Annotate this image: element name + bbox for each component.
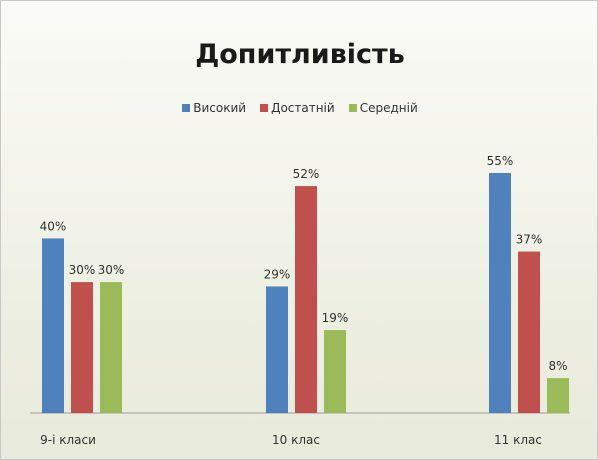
data-label-0-2: 55%: [487, 154, 514, 168]
x-tick-label-0: 9-і класи: [40, 433, 96, 447]
data-label-1-0: 30%: [69, 263, 96, 277]
bar-1-2: [518, 251, 540, 413]
data-label-1-2: 37%: [516, 233, 543, 247]
x-tick-label-2: 11 клас: [494, 433, 542, 447]
data-label-0-0: 40%: [40, 219, 67, 233]
legend: Високий Достатній Середній: [1, 101, 598, 115]
legend-label-0: Високий: [193, 101, 247, 115]
legend-item-0: Високий: [182, 101, 246, 115]
legend-swatch-1: [260, 104, 269, 112]
bar-2-1: [324, 330, 346, 413]
bar-1-1: [295, 186, 317, 413]
bar-0-1: [266, 286, 288, 413]
legend-item-1: Достатній: [260, 101, 335, 115]
legend-swatch-0: [182, 104, 191, 112]
bar-0-2: [489, 173, 511, 413]
legend-label-1: Достатній: [271, 101, 335, 115]
bar-0-0: [42, 238, 64, 413]
legend-label-2: Середній: [359, 101, 418, 115]
x-tick-label-1: 10 клас: [272, 433, 320, 447]
legend-item-2: Середній: [348, 101, 418, 115]
data-label-2-1: 19%: [322, 311, 349, 325]
data-label-1-1: 52%: [293, 167, 320, 181]
bar-1-0: [71, 282, 93, 413]
legend-swatch-2: [348, 104, 357, 112]
data-label-2-0: 30%: [98, 263, 125, 277]
chart-title: Допитливість: [195, 39, 405, 70]
data-label-0-1: 29%: [264, 267, 291, 281]
bar-2-0: [100, 282, 122, 413]
bar-2-2: [547, 378, 569, 413]
data-label-2-2: 8%: [548, 359, 567, 373]
